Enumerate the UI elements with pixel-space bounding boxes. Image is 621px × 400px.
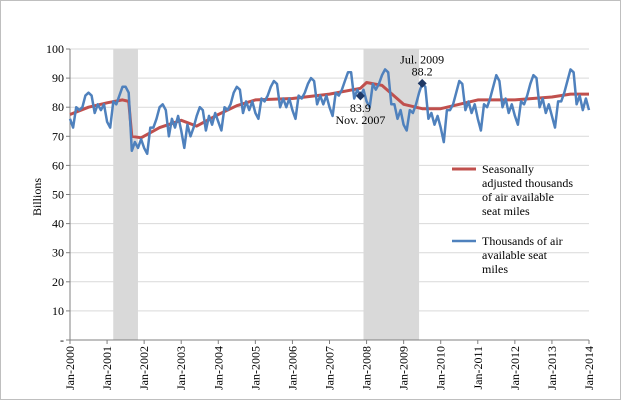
x-tick-label: Jan-2009 xyxy=(397,346,411,390)
y-tick-label: 80 xyxy=(52,100,64,114)
annotation-label: 88.2 xyxy=(412,64,433,78)
x-tick-label: Jan-2000 xyxy=(63,346,77,390)
series-line-2 xyxy=(68,68,591,156)
legend-entry-text: miles xyxy=(482,262,508,276)
x-tick-label: Jan-2007 xyxy=(323,346,337,390)
legend-entry-text: Thousands of air xyxy=(482,234,563,248)
y-tick-label: 30 xyxy=(52,246,64,260)
y-tick-label: 10 xyxy=(52,304,64,318)
x-tick-label: Jan-2001 xyxy=(100,346,114,390)
legend-entry-text: adjusted thousands xyxy=(482,176,573,190)
y-tick-label: 60 xyxy=(52,158,64,172)
x-tick-label: Jan-2012 xyxy=(508,346,522,390)
y-tick-label: 20 xyxy=(52,275,64,289)
x-tick-label: Jan-2014 xyxy=(582,346,596,390)
legend-entry-text: Seasonally xyxy=(482,162,534,176)
axes: - 10 20 30 40 50 60 70 80 90 100 Jan-2000 Jan-2001 Ja… xyxy=(46,42,596,390)
annotation-label: Nov. 2007 xyxy=(335,113,385,127)
x-tick-label: Jan-2013 xyxy=(545,346,559,390)
x-tick-label: Jan-2008 xyxy=(360,346,374,390)
x-tick-label: Jan-2010 xyxy=(434,346,448,390)
x-tick-label: Jan-2003 xyxy=(174,346,188,390)
annotation-label: Jul. 2009 xyxy=(400,52,444,66)
annotation-marker-1 xyxy=(355,91,365,101)
y-tick-label: 70 xyxy=(52,129,64,143)
x-tick-label: Jan-2011 xyxy=(471,346,485,390)
y-tick-label: 100 xyxy=(46,42,64,56)
annotation-label: 83.9 xyxy=(350,101,371,115)
legend-entry-text: of air available xyxy=(482,190,554,204)
x-tick-label: Jan-2006 xyxy=(285,346,299,390)
annotation-marker-2 xyxy=(417,78,427,88)
legend-entry-text: seat miles xyxy=(482,204,530,218)
y-tick-label: 50 xyxy=(52,188,64,202)
legend-entry-text: available seat xyxy=(482,248,548,262)
x-tick-label: Jan-2005 xyxy=(248,346,262,390)
y-axis-title: Billions xyxy=(30,178,44,216)
y-tick-label: 40 xyxy=(52,217,64,231)
y-tick-label: - xyxy=(60,333,64,347)
series-layer xyxy=(68,68,591,156)
y-tick-label: 90 xyxy=(52,71,64,85)
x-tick-label: Jan-2002 xyxy=(137,346,151,390)
x-tick-label: Jan-2004 xyxy=(211,346,225,390)
